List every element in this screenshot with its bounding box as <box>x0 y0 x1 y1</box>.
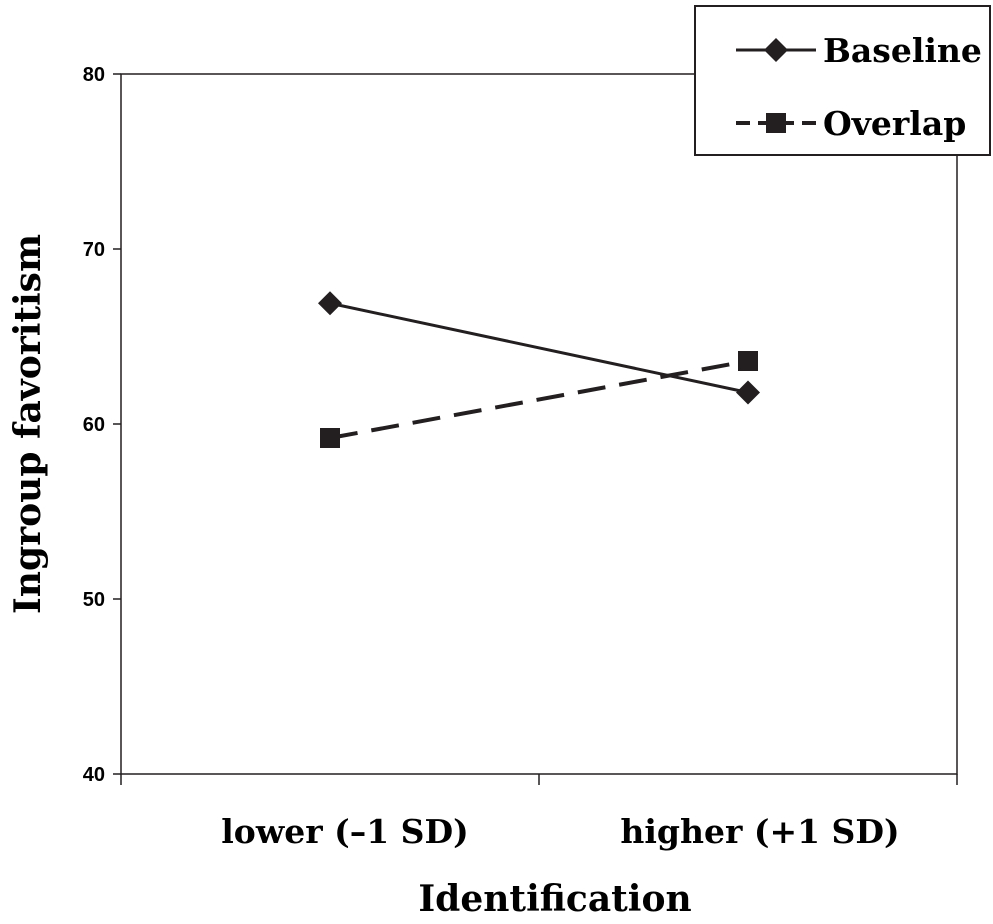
legend: Baseline Overlap <box>694 5 991 156</box>
x-category-label: lower (–1 SD) <box>221 812 468 851</box>
y-tick-label: 50 <box>83 589 105 611</box>
x-axis-title: Identification <box>418 878 691 920</box>
y-tick-label: 80 <box>83 64 105 86</box>
x-category-label: higher (+1 SD) <box>620 812 899 851</box>
y-axis-title: Ingroup favoritism <box>7 234 49 614</box>
overlap-line <box>329 359 749 440</box>
legend-square-icon <box>766 113 786 133</box>
y-tick-label: 60 <box>83 414 105 436</box>
legend-diamond-icon <box>764 38 788 62</box>
baseline-point <box>736 380 760 405</box>
y-tick-label: 70 <box>83 239 105 261</box>
legend-overlap-label: Overlap <box>823 104 966 143</box>
series-baseline <box>318 291 760 405</box>
y-axis: 40 50 60 70 80 <box>83 64 121 786</box>
overlap-point <box>738 351 758 371</box>
baseline-line <box>329 301 749 394</box>
legend-baseline-label: Baseline <box>823 31 982 70</box>
x-axis: lower (–1 SD) higher (+1 SD) <box>120 774 958 851</box>
y-tick-label: 40 <box>83 764 105 786</box>
series-overlap <box>320 351 758 448</box>
baseline-point <box>318 291 342 316</box>
legend-box <box>694 5 991 156</box>
overlap-point <box>320 428 340 448</box>
plot-area <box>120 73 958 775</box>
